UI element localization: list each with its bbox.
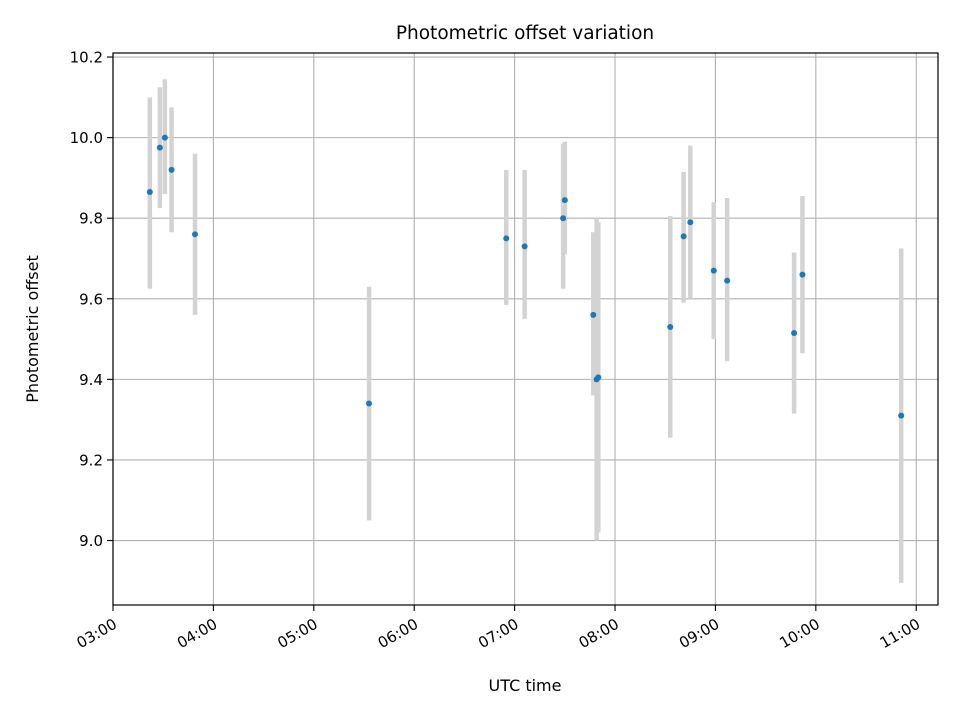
y-tick-label: 9.8: [79, 210, 103, 228]
data-points: [146, 134, 905, 419]
data-point-14: [680, 233, 687, 240]
data-point-6: [503, 235, 510, 242]
chart-title: Photometric offset variation: [396, 23, 654, 44]
data-point-17: [724, 277, 731, 284]
y-tick-label: 9.0: [79, 532, 103, 550]
data-point-16: [710, 267, 717, 274]
data-point-1: [156, 144, 163, 151]
data-point-18: [791, 330, 798, 337]
data-point-4: [191, 231, 198, 238]
data-point-0: [146, 189, 153, 196]
y-tick-label: 9.2: [79, 451, 103, 469]
y-tick-label: 9.6: [79, 290, 103, 308]
x-axis-label: UTC time: [489, 676, 562, 695]
data-point-13: [667, 323, 674, 330]
data-point-19: [799, 271, 806, 278]
y-axis: 9.0 9.2 9.4 9.6 9.8 10.0 10.2: [70, 49, 113, 550]
y-tick-label: 10.2: [70, 49, 103, 67]
data-point-3: [168, 166, 175, 173]
y-axis-label: Photometric offset: [23, 255, 42, 403]
data-point-8: [561, 197, 568, 204]
data-point-12: [595, 374, 602, 381]
y-tick-label: 10.0: [70, 129, 103, 147]
data-point-2: [161, 134, 168, 141]
data-point-7: [521, 243, 528, 250]
plot-frame: [112, 52, 939, 606]
data-point-5: [366, 400, 373, 407]
data-point-10: [590, 311, 597, 318]
data-point-9: [560, 215, 567, 222]
data-point-15: [687, 219, 694, 226]
y-tick-label: 9.4: [79, 371, 103, 389]
data-point-20: [898, 412, 905, 419]
